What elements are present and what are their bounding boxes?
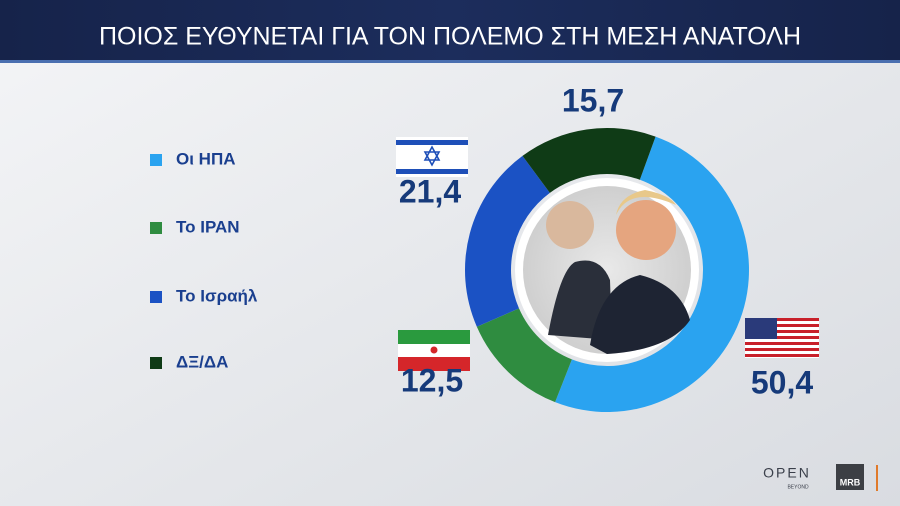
header-line — [0, 60, 900, 63]
donut-segment — [555, 136, 750, 413]
legend-label: ΔΞ/ΔΑ — [176, 352, 228, 371]
header-bar — [0, 0, 900, 62]
photo-hair — [616, 190, 676, 215]
photo-face — [616, 200, 676, 260]
logo-mrb: MRB — [840, 477, 861, 487]
photo-figure — [590, 275, 690, 354]
donut — [464, 127, 750, 413]
flag-israel — [396, 137, 468, 177]
photo-figure — [548, 260, 612, 340]
legend-swatch — [150, 291, 162, 303]
donut-segment — [464, 155, 550, 327]
legend-swatch — [150, 222, 162, 234]
data-label: 50,4 — [751, 364, 813, 400]
chart-title: ΠΟΙΟΣ ΕΥΘΥΝΕΤΑΙ ΓΙΑ ΤΟΝ ΠΟΛΕΜΟ ΣΤΗ ΜΕΣΗ … — [99, 23, 801, 51]
donut-segment — [522, 127, 656, 193]
donut-segment — [476, 308, 572, 403]
data-label: 15,7 — [562, 82, 624, 118]
logo-beyond: BEYOND — [787, 484, 809, 490]
logo-mrb-box — [836, 464, 864, 490]
legend-swatch — [150, 357, 162, 369]
flag-usa — [745, 318, 819, 358]
flag-iran — [398, 330, 470, 371]
data-label: 12,5 — [401, 362, 463, 398]
logo-open: OPEN — [763, 465, 811, 481]
legend-label: Το Ισραήλ — [176, 286, 258, 305]
legend-swatch — [150, 154, 162, 166]
legend-label: Οι ΗΠΑ — [176, 149, 236, 168]
photo-face — [546, 201, 594, 249]
data-label: 21,4 — [399, 173, 461, 209]
legend-label: Το ΙΡΑΝ — [176, 217, 240, 236]
logo-divider — [876, 465, 878, 491]
